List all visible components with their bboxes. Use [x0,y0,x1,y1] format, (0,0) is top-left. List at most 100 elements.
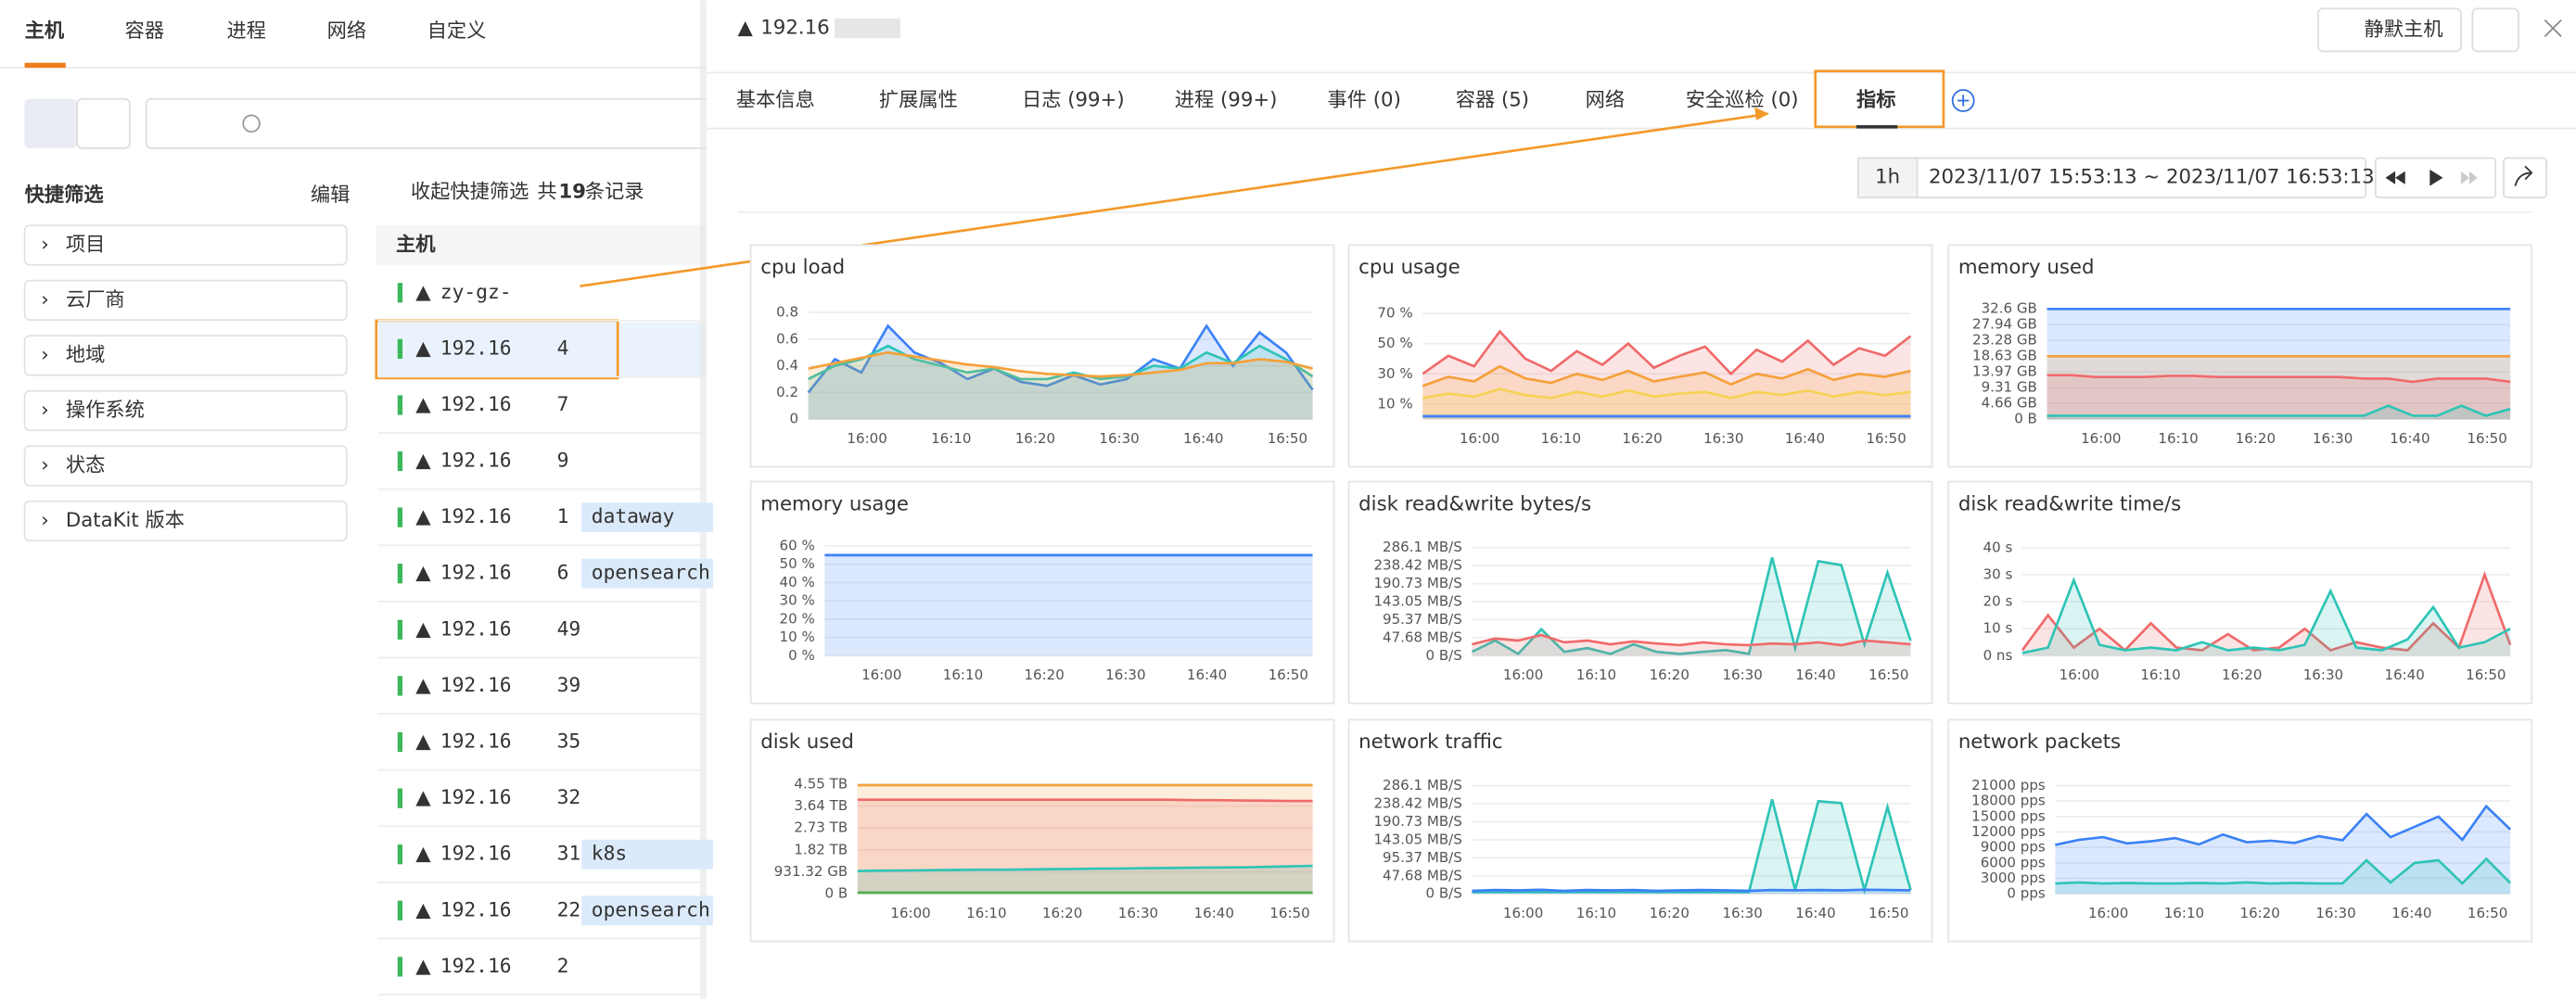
x-tick-label: 16:00 [1503,905,1543,921]
host[interactable]: 192.16 [440,393,512,416]
chart-title: disk read&write bytes/s [1358,492,1591,515]
host[interactable]: 192.16 [440,450,512,473]
host[interactable]: 192.16 [440,898,512,921]
host[interactable]: 192.16 [440,730,512,754]
detail-tab[interactable]: 日志 (99+) [1022,88,1125,111]
collapse-filter[interactable]: 收起快捷筛选 [411,181,529,204]
detail-tab[interactable]: 基本信息 [736,88,815,111]
series-line [2055,804,2512,846]
count-suffix: 条记录 [585,181,644,204]
x-tick-label: 16:20 [2240,905,2280,921]
status-bar [397,676,403,696]
host[interactable]: 192.16 [440,674,512,697]
plot [2055,804,2512,895]
value: 22 [557,898,581,921]
detail-tab[interactable]: 指标 [1856,87,1896,111]
filter-item[interactable] [23,335,348,376]
os-icon: ▲ [415,674,431,697]
chart-panel [749,480,1335,705]
os-icon: ▲ [415,898,431,921]
x-tick-label: 16:40 [2384,667,2424,683]
host[interactable]: 192.16 [440,786,512,809]
nav-tab[interactable]: 容器 [125,19,165,43]
column-header: 主机 [396,233,436,256]
detail-tab[interactable]: 进程 (99+) [1175,88,1278,111]
series-area [808,325,1313,420]
value: 39 [557,674,581,697]
y-tick-label: 23.28 GB [1972,332,2037,349]
filter-item[interactable] [23,445,348,487]
plot [824,553,1313,656]
add-tab[interactable] [1951,89,1975,112]
filter-item[interactable] [23,279,348,322]
x-tick-label: 16:30 [1099,430,1139,447]
y-tick-label: 0.2 [776,384,798,400]
x-tick-label: 16:00 [1503,667,1543,683]
x-tick-label: 16:10 [2158,430,2198,447]
nav-tab[interactable]: 主机 [25,19,65,43]
filter-item[interactable] [23,224,348,266]
value: 4 [557,336,569,360]
y-tick-label: 50 % [780,555,815,572]
y-tick-label: 13.97 GB [1972,363,2037,380]
detail-tab[interactable]: 扩展属性 [879,88,958,111]
selected-row [377,322,707,378]
forward[interactable] [2460,171,2478,184]
filter-item[interactable] [23,389,348,432]
value: 1 [557,505,569,528]
filter-edit[interactable]: 编辑 [311,184,351,207]
x-tick-label: 16:50 [1268,430,1307,447]
nav-tab[interactable]: 自定义 [427,19,487,43]
nav-tab[interactable]: 进程 [226,19,266,43]
status-bar [397,395,403,415]
host[interactable]: 192.16 [440,843,512,866]
detail-tab[interactable]: 安全巡检 (0) [1686,88,1799,111]
y-tick-label: 0.6 [776,330,798,347]
os-icon: ▲ [415,617,431,641]
range-button[interactable] [1856,157,1919,198]
mute-button[interactable] [2316,7,2462,53]
host[interactable]: zy-gz- [440,281,512,304]
range[interactable]: 1h [1875,166,1900,189]
jump-icon [2514,165,2533,186]
series-line [2055,857,2512,885]
x-tick-label: 16:20 [1015,430,1055,447]
share-button[interactable] [2471,7,2519,53]
nav-tab[interactable]: 网络 [327,19,367,43]
series-line [808,350,1313,378]
search-box[interactable] [145,97,714,149]
filter-label: 操作系统 [66,399,145,422]
series-line [1472,633,1911,647]
detail-tab[interactable]: 容器 (5) [1456,88,1529,111]
filter-label: 云厂商 [66,288,125,311]
y-tick-label: 20 % [780,610,815,627]
os-icon: ▲ [415,505,431,528]
series-line [1472,888,1911,893]
x-tick-label: 16:40 [1183,430,1223,447]
graph-view-button[interactable] [76,97,131,149]
host[interactable]: 192.16 [440,562,512,585]
host[interactable]: 192.16 [440,336,512,360]
plot [2021,571,2512,656]
x-tick-label: 16:50 [1868,667,1908,683]
filter-item[interactable] [23,500,348,542]
detail-tab[interactable]: 事件 (0) [1328,88,1401,111]
chevron: › [41,399,49,422]
y-tick-label: 286.1 MB/S [1383,777,1462,794]
y-tick-label: 238.42 MB/S [1373,557,1461,574]
x-tick-label: 16:20 [1024,667,1064,683]
host[interactable]: 192.16 [440,505,512,528]
y-tick-label: 286.1 MB/S [1383,539,1462,555]
jump-button[interactable] [2503,157,2547,198]
series-area [2021,574,2511,656]
list-view-button[interactable] [24,98,78,148]
detail-title: 192.16 [760,17,829,40]
detail-tab[interactable]: 网络 [1586,88,1626,111]
host[interactable]: 192.16 [440,955,512,978]
x-tick-label: 16:10 [1576,905,1616,921]
chart-title: disk read&write time/s [1958,492,2181,515]
host[interactable]: 192.16 [440,617,512,641]
play[interactable] [2429,169,2443,186]
os-icon: ▲ [415,730,431,754]
close-button[interactable] [2544,19,2562,38]
